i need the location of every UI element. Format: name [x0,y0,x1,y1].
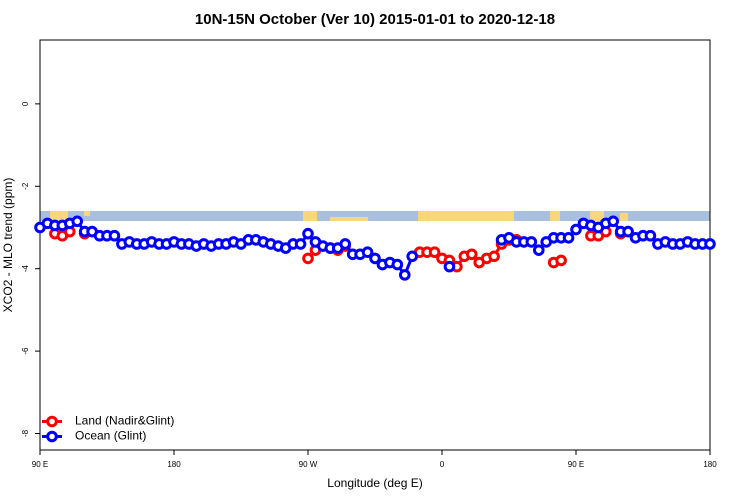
series [34,215,716,281]
x-tick-label: 90 E [32,460,48,469]
legend-marker [46,415,58,428]
point [428,246,441,259]
point [398,269,411,281]
point [532,244,545,256]
point [562,231,575,244]
point [443,260,456,273]
y-tick-label: -8 [21,429,30,437]
y-tick-label: -6 [21,347,30,355]
chart-title: 10N-15N October (Ver 10) 2015-01-01 to 2… [195,11,555,28]
x-axis-label: Longitude (deg E) [327,476,422,490]
y-axis-label: XCO2 - MLO trend (ppm) [1,178,15,313]
legend-marker [46,430,58,443]
x-tick-label: 180 [703,460,717,469]
point [607,215,620,228]
point [339,238,352,250]
point [369,252,381,265]
point [555,254,567,267]
point [704,238,716,250]
x-tick-label: 180 [167,460,181,469]
point [302,252,314,265]
point [465,248,478,261]
y-tick-label: -4 [21,265,30,273]
point [488,250,500,263]
x-tick-label: 0 [440,460,445,469]
point [622,225,634,238]
point [361,246,374,259]
point [71,215,84,228]
point [391,258,404,271]
land-strip [40,211,710,221]
point [302,227,314,240]
x-tick-label: 90 W [299,460,318,469]
legend-label: Land (Nadir&Glint) [75,414,174,428]
point [108,229,121,242]
legend: Land (Nadir&Glint)Ocean (Glint) [42,414,174,443]
point [644,229,657,242]
y-tick-label: 0 [21,101,30,106]
point [406,250,419,263]
point [294,238,307,250]
point [525,236,538,248]
x-tick-label: 90 E [568,460,584,469]
y-tick-label: -2 [21,182,30,190]
legend-label: Ocean (Glint) [75,429,146,443]
point [570,223,582,236]
